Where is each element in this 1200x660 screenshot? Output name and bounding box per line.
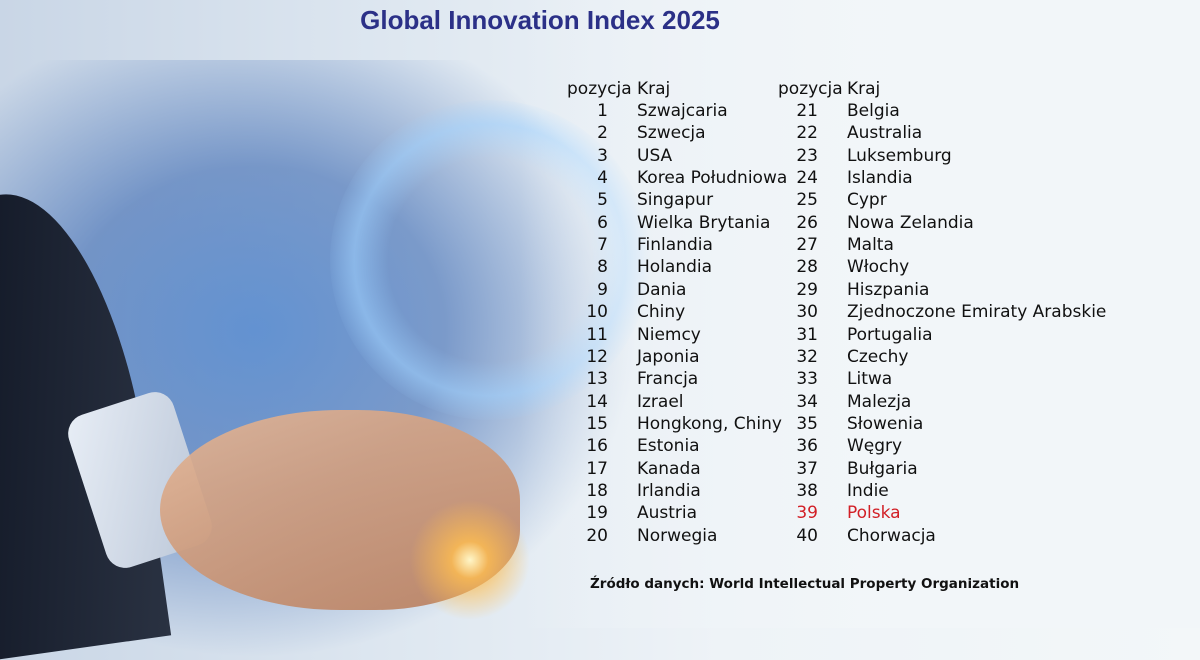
rank-number: 7 bbox=[597, 235, 608, 256]
rank-number: 8 bbox=[597, 257, 608, 278]
country-name: Holandia bbox=[637, 257, 713, 278]
rank-number: 18 bbox=[586, 480, 608, 501]
country-name: Hiszpania bbox=[847, 279, 930, 300]
rank-number: 38 bbox=[796, 480, 818, 501]
country-name: Austria bbox=[637, 503, 698, 524]
rank-number: 4 bbox=[597, 168, 608, 189]
page-title: Global Innovation Index 2025 bbox=[360, 5, 720, 35]
rank-number: 16 bbox=[586, 436, 608, 457]
rank-number: 25 bbox=[796, 190, 818, 211]
rank-number: 21 bbox=[796, 101, 818, 121]
rank-number: 6 bbox=[597, 212, 608, 233]
rank-number: 11 bbox=[586, 324, 608, 345]
country-name: Belgia bbox=[847, 101, 900, 121]
header-position-right: pozycja bbox=[778, 79, 843, 99]
rank-number: 26 bbox=[796, 212, 818, 233]
rank-number: 32 bbox=[796, 346, 818, 367]
rank-number: 39 bbox=[796, 503, 818, 524]
rank-number: 37 bbox=[796, 458, 818, 479]
country-name: Estonia bbox=[637, 436, 700, 457]
country-name: Australia bbox=[847, 123, 923, 144]
country-name: Zjednoczone Emiraty Arabskie bbox=[847, 302, 1107, 323]
country-name: Niemcy bbox=[637, 324, 701, 345]
country-name: Indie bbox=[847, 480, 889, 501]
country-name: Cypr bbox=[847, 190, 887, 211]
country-name: Litwa bbox=[847, 369, 893, 390]
country-name: Malezja bbox=[847, 391, 912, 412]
rank-number: 14 bbox=[586, 391, 608, 412]
rank-number: 19 bbox=[586, 503, 608, 524]
rank-number: 5 bbox=[597, 190, 608, 211]
rank-number: 29 bbox=[796, 279, 818, 300]
country-name: Izrael bbox=[637, 391, 684, 412]
country-name: Singapur bbox=[637, 190, 714, 211]
country-name: Kanada bbox=[637, 458, 701, 479]
country-name: Włochy bbox=[847, 257, 910, 278]
country-name: Finlandia bbox=[637, 235, 713, 256]
country-name: Wielka Brytania bbox=[637, 212, 771, 233]
rank-number: 23 bbox=[796, 145, 818, 166]
country-name: Dania bbox=[637, 279, 687, 300]
country-name: Portugalia bbox=[847, 324, 933, 345]
rank-number: 13 bbox=[586, 369, 608, 390]
rank-number: 28 bbox=[796, 257, 818, 278]
rank-number: 24 bbox=[796, 168, 818, 189]
country-name: Węgry bbox=[847, 436, 903, 457]
country-name: Japonia bbox=[637, 346, 700, 367]
light-spark bbox=[400, 500, 540, 620]
rank-number: 3 bbox=[597, 145, 608, 166]
country-name: Szwecja bbox=[637, 123, 706, 144]
rank-number: 33 bbox=[796, 369, 818, 390]
rank-number: 17 bbox=[586, 458, 608, 479]
rank-number: 9 bbox=[597, 279, 608, 300]
rank-number: 35 bbox=[796, 413, 818, 434]
rank-number: 12 bbox=[586, 346, 608, 367]
rank-number: 22 bbox=[796, 123, 818, 144]
country-name: Słowenia bbox=[847, 413, 924, 434]
country-name: Bułgaria bbox=[847, 458, 918, 479]
header-position-left: pozycja bbox=[567, 79, 632, 99]
rank-number: 2 bbox=[597, 123, 608, 144]
rank-number: 1 bbox=[597, 101, 608, 121]
country-name: Szwajcaria bbox=[637, 101, 728, 121]
rank-number: 40 bbox=[796, 525, 818, 546]
rank-number: 27 bbox=[796, 235, 818, 256]
header-country-right: Kraj bbox=[847, 79, 881, 99]
rank-number: 30 bbox=[796, 302, 818, 323]
country-name: Islandia bbox=[847, 168, 913, 189]
rank-number: 34 bbox=[796, 391, 818, 412]
country-name: Polska bbox=[847, 503, 901, 524]
country-name: Malta bbox=[847, 235, 894, 256]
country-name: Chorwacja bbox=[847, 525, 936, 546]
country-name: Czechy bbox=[847, 346, 909, 367]
background-fade bbox=[520, 0, 1200, 628]
rank-number: 20 bbox=[586, 525, 608, 546]
rank-number: 15 bbox=[586, 413, 608, 434]
country-name: Chiny bbox=[637, 302, 686, 323]
country-name: Hongkong, Chiny bbox=[637, 413, 782, 434]
rank-number: 31 bbox=[796, 324, 818, 345]
country-name: Irlandia bbox=[637, 480, 701, 501]
country-name: Korea Południowa bbox=[637, 168, 788, 189]
rank-number: 10 bbox=[586, 302, 608, 323]
header-country-left: Kraj bbox=[637, 79, 671, 99]
country-name: USA bbox=[637, 145, 673, 166]
country-name: Norwegia bbox=[637, 525, 718, 546]
source-note: Źródło danych: World Intellectual Proper… bbox=[590, 576, 1020, 592]
country-name: Nowa Zelandia bbox=[847, 212, 974, 233]
country-name: Luksemburg bbox=[847, 145, 952, 166]
rank-number: 36 bbox=[796, 436, 818, 457]
country-name: Francja bbox=[637, 369, 699, 390]
